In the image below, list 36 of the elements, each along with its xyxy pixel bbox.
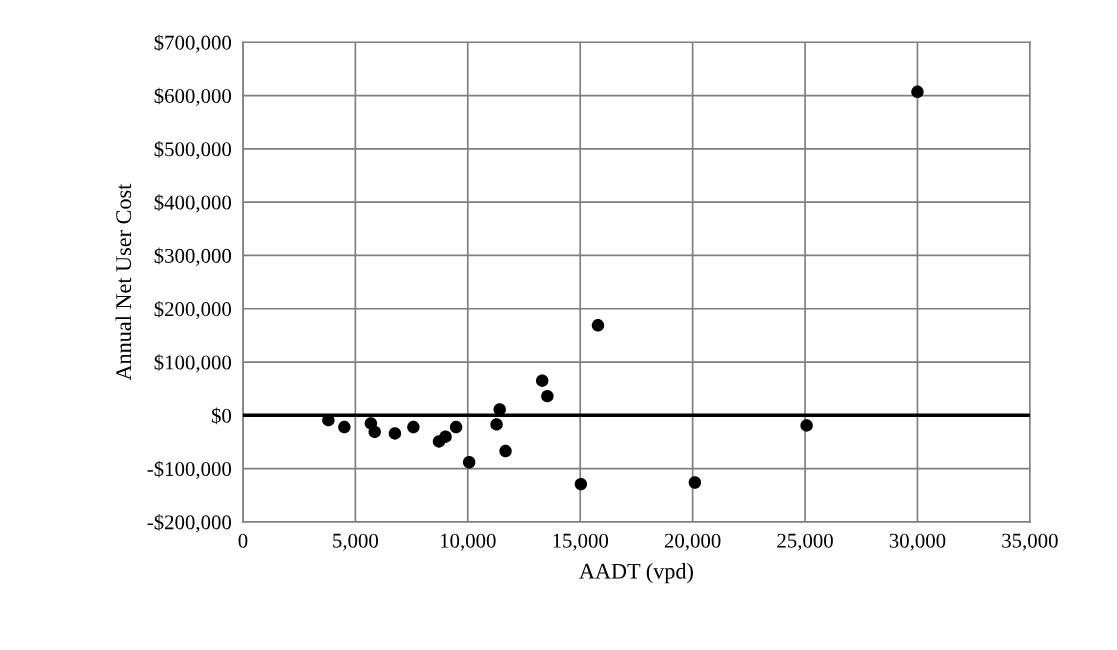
y-tick-label: $0 bbox=[211, 407, 232, 425]
x-axis-title: AADT (vpd) bbox=[579, 563, 693, 584]
x-tick-label: 15,000 bbox=[553, 533, 609, 551]
point bbox=[800, 419, 813, 432]
y-tick-label: $200,000 bbox=[154, 300, 232, 320]
point bbox=[449, 420, 463, 434]
point bbox=[535, 374, 549, 387]
x-tick-label: 35,000 bbox=[1002, 533, 1058, 551]
y-tick-label: $500,000 bbox=[154, 140, 232, 160]
point bbox=[911, 85, 924, 99]
x-tick-label: 10,000 bbox=[440, 533, 496, 551]
point bbox=[574, 477, 588, 491]
point bbox=[407, 420, 420, 434]
point bbox=[499, 444, 512, 458]
point bbox=[338, 420, 351, 434]
point bbox=[439, 430, 452, 443]
x-tick-label: 5,000 bbox=[333, 533, 379, 551]
y-tick-label: $400,000 bbox=[154, 194, 232, 213]
y-tick-label: $100,000 bbox=[154, 354, 232, 373]
x-tick-label: 30,000 bbox=[889, 533, 946, 551]
x-tick-label: 0 bbox=[238, 533, 248, 548]
point bbox=[368, 425, 381, 439]
x-tick-label: 25,000 bbox=[777, 533, 833, 551]
point bbox=[462, 456, 476, 469]
y-axis-title: Annual Net User Cost bbox=[115, 183, 132, 381]
y-tick-label: -$100,000 bbox=[147, 460, 232, 480]
point bbox=[490, 418, 503, 431]
point bbox=[541, 389, 554, 403]
x-tick-label: 20,000 bbox=[664, 533, 721, 551]
y-tick-label: $600,000 bbox=[154, 87, 232, 106]
y-tick-label: $300,000 bbox=[154, 247, 232, 266]
point bbox=[388, 427, 402, 440]
y-tick-label: $700,000 bbox=[154, 34, 232, 53]
point bbox=[591, 319, 605, 332]
point bbox=[688, 476, 702, 489]
y-tick-label: -$200,000 bbox=[147, 514, 232, 533]
